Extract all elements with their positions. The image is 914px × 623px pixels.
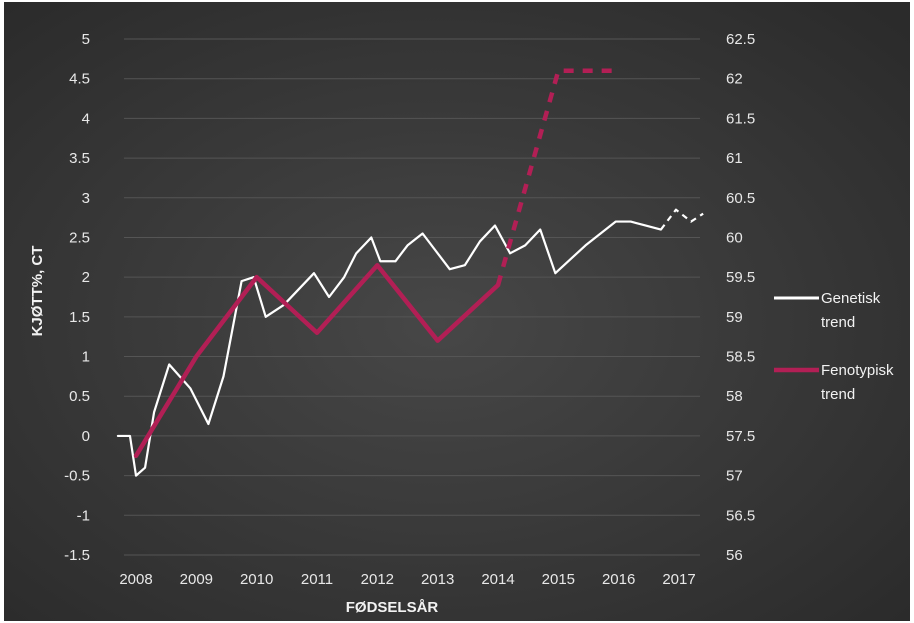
gridlines: [124, 38, 700, 556]
legend: Genetisk trend Fenotypisk trend: [774, 290, 894, 403]
legend-label: trend: [821, 386, 855, 403]
y-tick-label: 2: [82, 269, 90, 286]
y-tick-label: 3.5: [69, 150, 90, 167]
x-axis-ticks: 2008 2009 2010 2011 2012 2013 2014 2015 2016 2017: [119, 571, 695, 588]
x-tick-label: 2008: [119, 571, 152, 588]
chart: 5 4.5 4 3.5 3 2.5 2 1.5 1 0.5 0 -0.5 -1 -1.5 62.5 62 61…: [4, 2, 910, 621]
y-axis-title: KJØTT%, CT: [29, 246, 46, 337]
x-tick-label: 2016: [602, 571, 635, 588]
y2-tick-label: 56.5: [726, 507, 755, 524]
y2-tick-label: 60.5: [726, 190, 755, 207]
series-line-solid: [116, 220, 663, 477]
y2-tick-label: 58: [726, 388, 743, 405]
y-tick-label: 5: [82, 31, 90, 48]
x-tick-label: 2011: [301, 571, 333, 588]
legend-label: Genetisk: [821, 290, 881, 307]
series-fenotypisk-trend: [133, 68, 619, 459]
y-axis-ticks: 5 4.5 4 3.5 3 2.5 2 1.5 1 0.5 0 -0.5 -1 -1.5: [64, 31, 90, 564]
y-tick-label: 0: [82, 428, 90, 445]
y2-axis-ticks: 62.5 62 61.5 61 60.5 60 59.5 59 58.5 58 57.5 57 56.5…: [726, 31, 755, 564]
y-tick-label: -1.5: [64, 547, 90, 564]
y-tick-label: -0.5: [64, 468, 90, 485]
legend-label: trend: [821, 314, 855, 331]
y2-tick-label: 59: [726, 309, 743, 326]
x-tick-label: 2012: [361, 571, 394, 588]
y2-tick-label: 62: [726, 71, 743, 88]
y-tick-label: 4.5: [69, 71, 90, 88]
y2-tick-label: 57.5: [726, 428, 755, 445]
legend-label: Fenotypisk: [821, 362, 894, 379]
series-line-solid: [133, 262, 501, 459]
x-tick-label: 2013: [421, 571, 454, 588]
y2-tick-label: 62.5: [726, 31, 755, 48]
y2-tick-label: 57: [726, 468, 743, 485]
y-tick-label: 1.5: [69, 309, 90, 326]
x-axis-title: FØDSELSÅR: [346, 599, 439, 616]
x-tick-label: 2015: [542, 571, 575, 588]
y2-tick-label: 61: [726, 150, 743, 167]
y2-tick-label: 60: [726, 229, 743, 246]
x-tick-label: 2009: [180, 571, 213, 588]
series-line-dashed: [660, 208, 704, 231]
y2-tick-label: 58.5: [726, 349, 755, 366]
y2-tick-label: 59.5: [726, 269, 755, 286]
y-tick-label: 0.5: [69, 388, 90, 405]
y2-tick-label: 56: [726, 547, 743, 564]
y-tick-label: 3: [82, 190, 90, 207]
series-genetisk-trend: [116, 208, 704, 477]
y-tick-label: 1: [82, 349, 90, 366]
x-tick-label: 2010: [240, 571, 273, 588]
y-tick-label: 2.5: [69, 229, 90, 246]
y-tick-label: 4: [82, 110, 90, 127]
y2-tick-label: 61.5: [726, 110, 755, 127]
y-tick-label: -1: [77, 507, 90, 524]
series-layer: [116, 68, 704, 477]
x-tick-label: 2014: [481, 571, 514, 588]
chart-background: [4, 2, 910, 621]
x-tick-label: 2017: [662, 571, 695, 588]
